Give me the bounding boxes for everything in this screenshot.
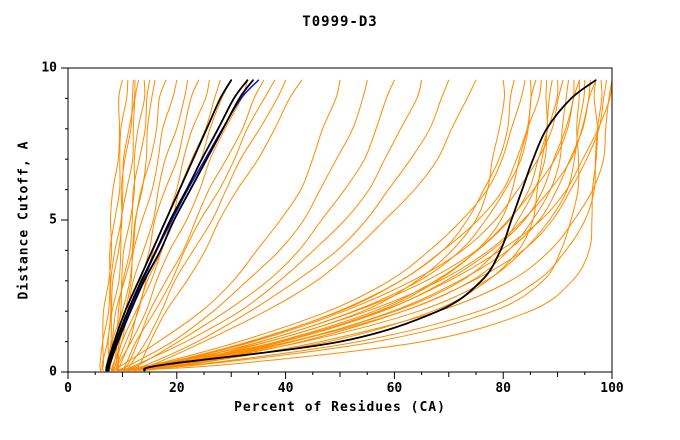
orange-model-curve (138, 79, 613, 371)
series-group (99, 79, 613, 372)
orange-model-curve (105, 79, 167, 371)
orange-model-curve (99, 79, 129, 371)
black-model-curve (106, 79, 249, 372)
orange-model-curve (105, 79, 178, 371)
x-tick-label: 60 (386, 381, 403, 396)
orange-model-curve (121, 79, 526, 371)
orange-model-curve (121, 79, 423, 371)
x-tick-label: 80 (495, 381, 512, 396)
x-axis-label: Percent of Residues (CA) (234, 400, 446, 415)
black-model-curve (107, 79, 254, 372)
orange-model-curve (111, 79, 341, 371)
orange-model-curve (111, 79, 200, 371)
orange-model-curve (127, 79, 450, 371)
orange-model-curve (116, 79, 515, 371)
orange-model-curve (101, 79, 136, 371)
chart-title: T0999-D3 (302, 14, 378, 30)
x-tick-label: 20 (168, 381, 185, 396)
orange-model-curve (116, 79, 580, 371)
orange-model-curve (116, 79, 248, 371)
orange-model-curve (121, 79, 265, 371)
orange-model-curve (105, 79, 140, 371)
x-tick-label: 0 (64, 381, 72, 396)
orange-model-curve (111, 79, 532, 371)
orange-model-curve (127, 79, 287, 371)
orange-model-curve (121, 79, 395, 371)
orange-model-curve (132, 79, 597, 371)
y-tick-label: 0 (49, 364, 57, 380)
orange-model-curve (111, 79, 505, 371)
orange-model-curve (121, 79, 599, 371)
y-axis-label: Distance Cutoff, A (16, 140, 32, 300)
y-tick-label: 10 (41, 60, 57, 76)
orange-model-curve (127, 79, 580, 371)
orange-model-curve (121, 79, 276, 371)
orange-model-curve (132, 79, 575, 371)
x-tick-label: 40 (277, 381, 294, 396)
axis-ticks (61, 67, 613, 379)
orange-model-curve (121, 79, 564, 371)
orange-model-curve (132, 79, 613, 371)
orange-model-curve (127, 79, 542, 371)
orange-model-curve (143, 79, 608, 371)
orange-model-curve (132, 79, 477, 371)
y-tick-label: 5 (49, 212, 57, 228)
orange-model-curve (132, 79, 559, 371)
orange-model-curve (109, 79, 146, 371)
orange-model-curve (138, 79, 591, 371)
orange-model-curve (116, 79, 368, 371)
x-tick-label: 100 (600, 381, 624, 396)
orange-model-curve (132, 79, 303, 371)
black-model-curve (143, 79, 597, 372)
black-model-curve (105, 79, 233, 372)
